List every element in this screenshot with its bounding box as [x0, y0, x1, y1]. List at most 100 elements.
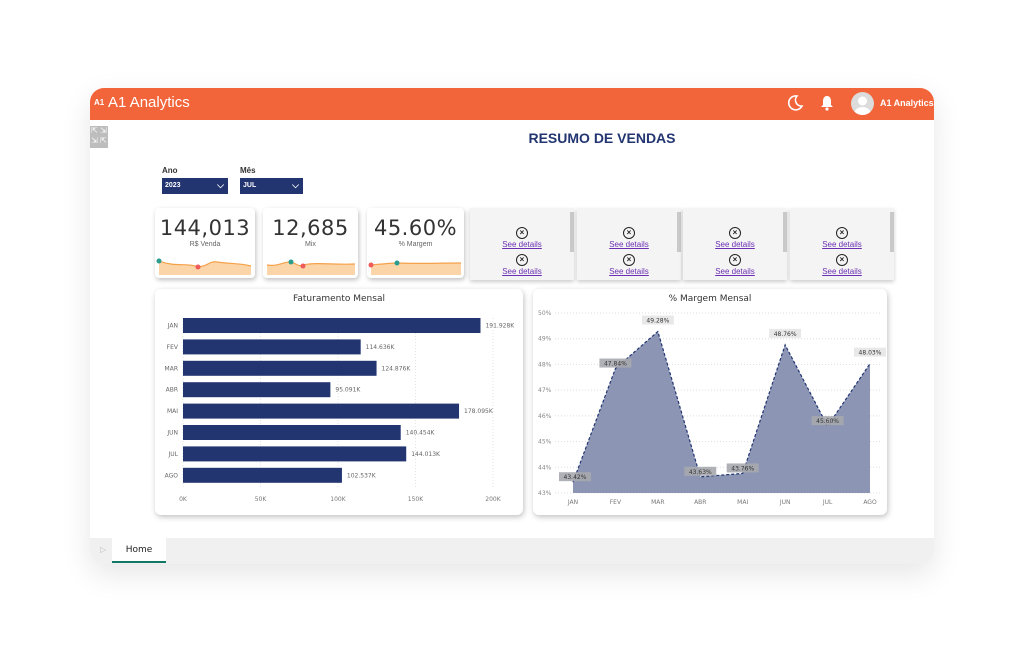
see-details-link[interactable]: See details: [502, 240, 542, 249]
y-tick-label: 50%: [538, 310, 552, 317]
bell-icon[interactable]: [820, 95, 834, 111]
area-fill: [573, 331, 870, 493]
kpi-value: 12,685: [272, 216, 349, 240]
x-tick-label: 0K: [179, 496, 188, 503]
chart-title: % Margem Mensal: [668, 294, 752, 304]
error-circle-icon: ×: [623, 227, 635, 239]
x-tick-label: 100K: [330, 496, 346, 503]
moon-icon[interactable]: [786, 94, 804, 112]
error-circle-icon: ×: [836, 227, 848, 239]
see-details-link[interactable]: See details: [822, 267, 862, 276]
data-label: 48.03%: [859, 350, 882, 357]
expand-icon[interactable]: ⇱ ⇲ ⇲ ⇱: [90, 126, 108, 148]
data-label-bg: [811, 416, 844, 426]
y-tick-label: 43%: [538, 490, 552, 497]
error-circle-icon: ×: [516, 227, 528, 239]
y-tick-label: MAI: [167, 408, 178, 415]
see-details-link[interactable]: See details: [609, 240, 649, 249]
avatar-icon[interactable]: [851, 92, 874, 115]
data-label: 191.928K: [485, 323, 515, 330]
kpi-value: 45.60%: [373, 216, 458, 240]
x-tick-label: JAN: [567, 499, 578, 506]
page-tab-bar: ▷ Home: [90, 538, 934, 564]
data-label: 95.091K: [335, 387, 361, 394]
bar: [183, 360, 377, 376]
error-visual: × See details × See details: [683, 208, 787, 280]
kpi-card-venda: 144,013 R$ Venda: [155, 208, 255, 278]
kpi-label: % Margem: [398, 241, 433, 248]
kpi-card-margem: 45.60% % Margem: [367, 208, 464, 278]
tab-scroll-left-icon[interactable]: ▷: [100, 545, 107, 554]
x-tick-label: AGO: [863, 499, 877, 506]
data-label-bg: [684, 466, 717, 476]
bar: [183, 318, 481, 333]
app-title: A1 Analytics: [108, 94, 190, 111]
x-tick-label: MAI: [737, 499, 748, 506]
y-tick-label: AGO: [165, 472, 179, 479]
y-tick-label: 44%: [538, 464, 552, 471]
x-tick-label: 50K: [255, 496, 268, 503]
filter-ano-label: Ano: [162, 166, 178, 175]
error-visual: × See details × See details: [790, 208, 894, 280]
see-details-link[interactable]: See details: [715, 267, 755, 276]
error-circle-icon: ×: [836, 254, 848, 266]
data-label: 178.095K: [464, 408, 494, 415]
error-circle-icon: ×: [623, 254, 635, 266]
data-label: 43.42%: [564, 474, 587, 481]
data-label: 144.013K: [411, 451, 441, 458]
data-label-bg: [599, 358, 632, 368]
kpi-value: 144,013: [159, 216, 251, 240]
kpi-sparkline: [156, 258, 252, 275]
error-visual: × See details × See details: [470, 208, 574, 280]
data-label-bg: [726, 463, 759, 473]
filter-mes-label: Mês: [240, 166, 256, 175]
filter-ano-value: 2023: [165, 182, 181, 189]
kpi-label: Mix: [305, 241, 316, 248]
chevron-down-icon: ⌵: [217, 180, 224, 190]
user-name[interactable]: A1 Analytics: [880, 98, 934, 108]
error-circle-icon: ×: [729, 227, 741, 239]
kpi-sparkline: [368, 260, 462, 275]
data-label: 48.76%: [774, 331, 797, 338]
data-label: 102.537K: [347, 472, 377, 479]
y-tick-label: 48%: [538, 361, 552, 368]
scrollbar[interactable]: [570, 212, 574, 252]
data-label: 43.63%: [689, 469, 712, 476]
y-tick-label: 45%: [538, 439, 552, 446]
data-label-bg: [769, 328, 802, 338]
kpi-label: R$ Venda: [189, 241, 221, 248]
x-tick-label: JUN: [779, 499, 791, 506]
scrollbar[interactable]: [890, 212, 894, 252]
top-bar: A1 A1 Analytics A1 Analytics: [90, 88, 934, 120]
x-tick-label: FEV: [610, 499, 622, 506]
data-label: 45.60%: [816, 418, 839, 425]
filter-mes-select[interactable]: JUL ⌵: [240, 178, 303, 194]
tab-home[interactable]: Home: [112, 538, 166, 563]
x-tick-label: ABR: [694, 499, 706, 506]
y-tick-label: FEV: [167, 344, 179, 351]
error-circle-icon: ×: [729, 254, 741, 266]
see-details-link[interactable]: See details: [715, 240, 755, 249]
filter-ano-select[interactable]: 2023 ⌵: [162, 178, 228, 194]
filter-mes-value: JUL: [243, 182, 257, 189]
y-tick-label: JUL: [167, 451, 178, 458]
scrollbar[interactable]: [677, 212, 681, 252]
see-details-link[interactable]: See details: [822, 240, 862, 249]
x-tick-label: 200K: [485, 496, 501, 503]
bar: [183, 467, 342, 483]
bar: [183, 403, 460, 419]
page-title: RESUMO DE VENDAS: [528, 130, 676, 146]
y-tick-label: 46%: [538, 413, 552, 420]
data-label-bg: [641, 315, 674, 325]
see-details-link[interactable]: See details: [609, 267, 649, 276]
y-tick-label: 49%: [538, 336, 552, 343]
y-tick-label: ABR: [166, 387, 178, 394]
y-tick-label: MAR: [165, 365, 178, 372]
bar: [183, 425, 401, 440]
data-label: 140.454K: [406, 430, 436, 437]
scrollbar[interactable]: [783, 212, 787, 252]
see-details-link[interactable]: See details: [502, 267, 542, 276]
margem-chart: % Margem Mensal 43% 44% 45% 46% 47% 48% 49% 50%…: [533, 289, 887, 515]
logo-icon: A1: [94, 98, 105, 107]
data-label-bg: [559, 472, 591, 482]
